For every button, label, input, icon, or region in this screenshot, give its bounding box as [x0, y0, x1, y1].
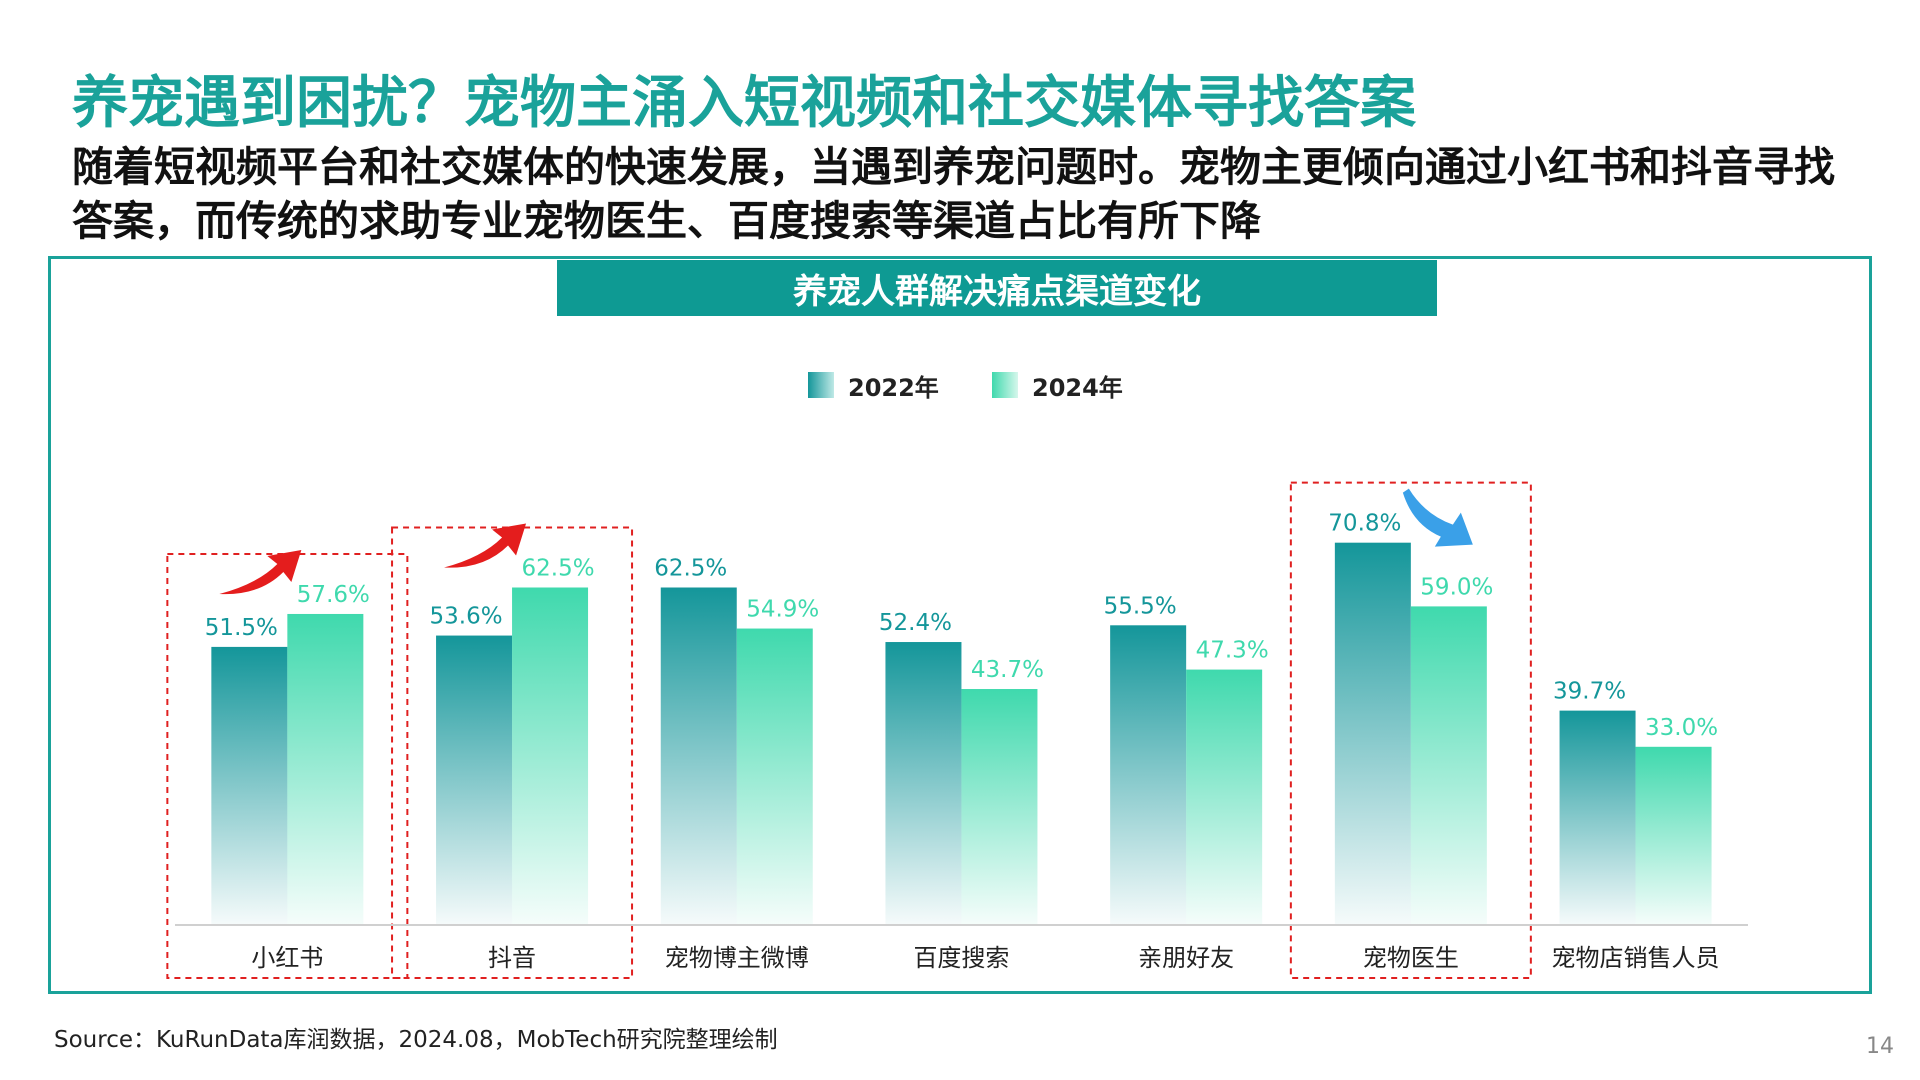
bar-2022-cat-3 [885, 642, 962, 925]
bar-2024-cat-5 [1410, 606, 1487, 925]
bar-2022-cat-2 [660, 587, 737, 925]
data-label-2024-cat-0: 57.6% [297, 582, 370, 608]
data-label-2022-cat-4: 55.5% [1104, 593, 1177, 619]
x-tick-label-cat-3: 百度搜索 [913, 944, 1009, 972]
source-note: Source：KuRunData库润数据，2024.08，MobTech研究院整… [54, 1027, 778, 1053]
x-tick-label-cat-2: 宠物博主微博 [665, 944, 809, 972]
chart-title: 养宠人群解决痛点渠道变化 [557, 260, 1437, 316]
data-label-2022-cat-1: 53.6% [430, 604, 503, 630]
bar-2022-cat-0 [211, 646, 288, 925]
bar-2022-cat-1 [436, 635, 513, 925]
x-tick-label-cat-4: 亲朋好友 [1138, 944, 1234, 972]
legend-swatch-2024 [992, 372, 1018, 398]
legend-label-2024: 2024年 [1032, 373, 1123, 402]
highlight-box-cat-1 [391, 526, 634, 979]
data-label-2022-cat-6: 39.7% [1553, 679, 1626, 705]
highlight-box-cat-5 [1289, 481, 1532, 979]
bar-2024-cat-2 [736, 628, 813, 925]
page-number: 14 [1866, 1034, 1894, 1059]
data-label-2022-cat-5: 70.8% [1328, 511, 1401, 537]
x-tick-label-cat-0: 小红书 [251, 944, 323, 972]
bar-2024-cat-6 [1635, 746, 1712, 925]
trend-down-arrow-icon [1402, 488, 1473, 547]
legend-swatch-2022 [808, 372, 834, 398]
data-label-2024-cat-1: 62.5% [522, 556, 595, 582]
page-subtitle: 随着短视频平台和社交媒体的快速发展，当遇到养宠问题时。宠物主更倾向通过小红书和抖… [72, 143, 1835, 245]
x-tick-label-cat-6: 宠物店销售人员 [1552, 944, 1720, 972]
bar-2022-cat-4 [1110, 625, 1187, 925]
trend-up-arrow-icon [444, 523, 527, 568]
legend-item-2024: 2024年 [992, 370, 1123, 402]
highlight-box-cat-0 [166, 552, 409, 980]
data-label-2024-cat-4: 47.3% [1196, 638, 1269, 664]
data-label-2024-cat-2: 54.9% [746, 597, 819, 623]
bar-2022-cat-6 [1559, 710, 1636, 925]
chart-frame [48, 256, 1872, 994]
legend-item-2022: 2022年 [808, 370, 939, 402]
bar-2022-cat-5 [1334, 542, 1411, 925]
data-label-2022-cat-0: 51.5% [205, 615, 278, 641]
x-tick-label-cat-5: 宠物医生 [1363, 944, 1459, 972]
data-label-2022-cat-2: 62.5% [654, 556, 727, 582]
trend-up-arrow-icon [219, 549, 302, 595]
bar-2024-cat-1 [512, 587, 589, 925]
data-label-2022-cat-3: 52.4% [879, 610, 952, 636]
data-label-2024-cat-5: 59.0% [1420, 574, 1493, 600]
bar-2024-cat-0 [287, 613, 364, 925]
legend-label-2022: 2022年 [848, 373, 939, 402]
data-label-2024-cat-3: 43.7% [971, 657, 1044, 683]
data-label-2024-cat-6: 33.0% [1645, 715, 1718, 741]
bar-2024-cat-3 [961, 689, 1038, 925]
x-tick-label-cat-1: 抖音 [488, 944, 536, 972]
bar-2024-cat-4 [1186, 669, 1263, 925]
page-title: 养宠遇到困扰？宠物主涌入短视频和社交媒体寻找答案 [72, 71, 1416, 136]
